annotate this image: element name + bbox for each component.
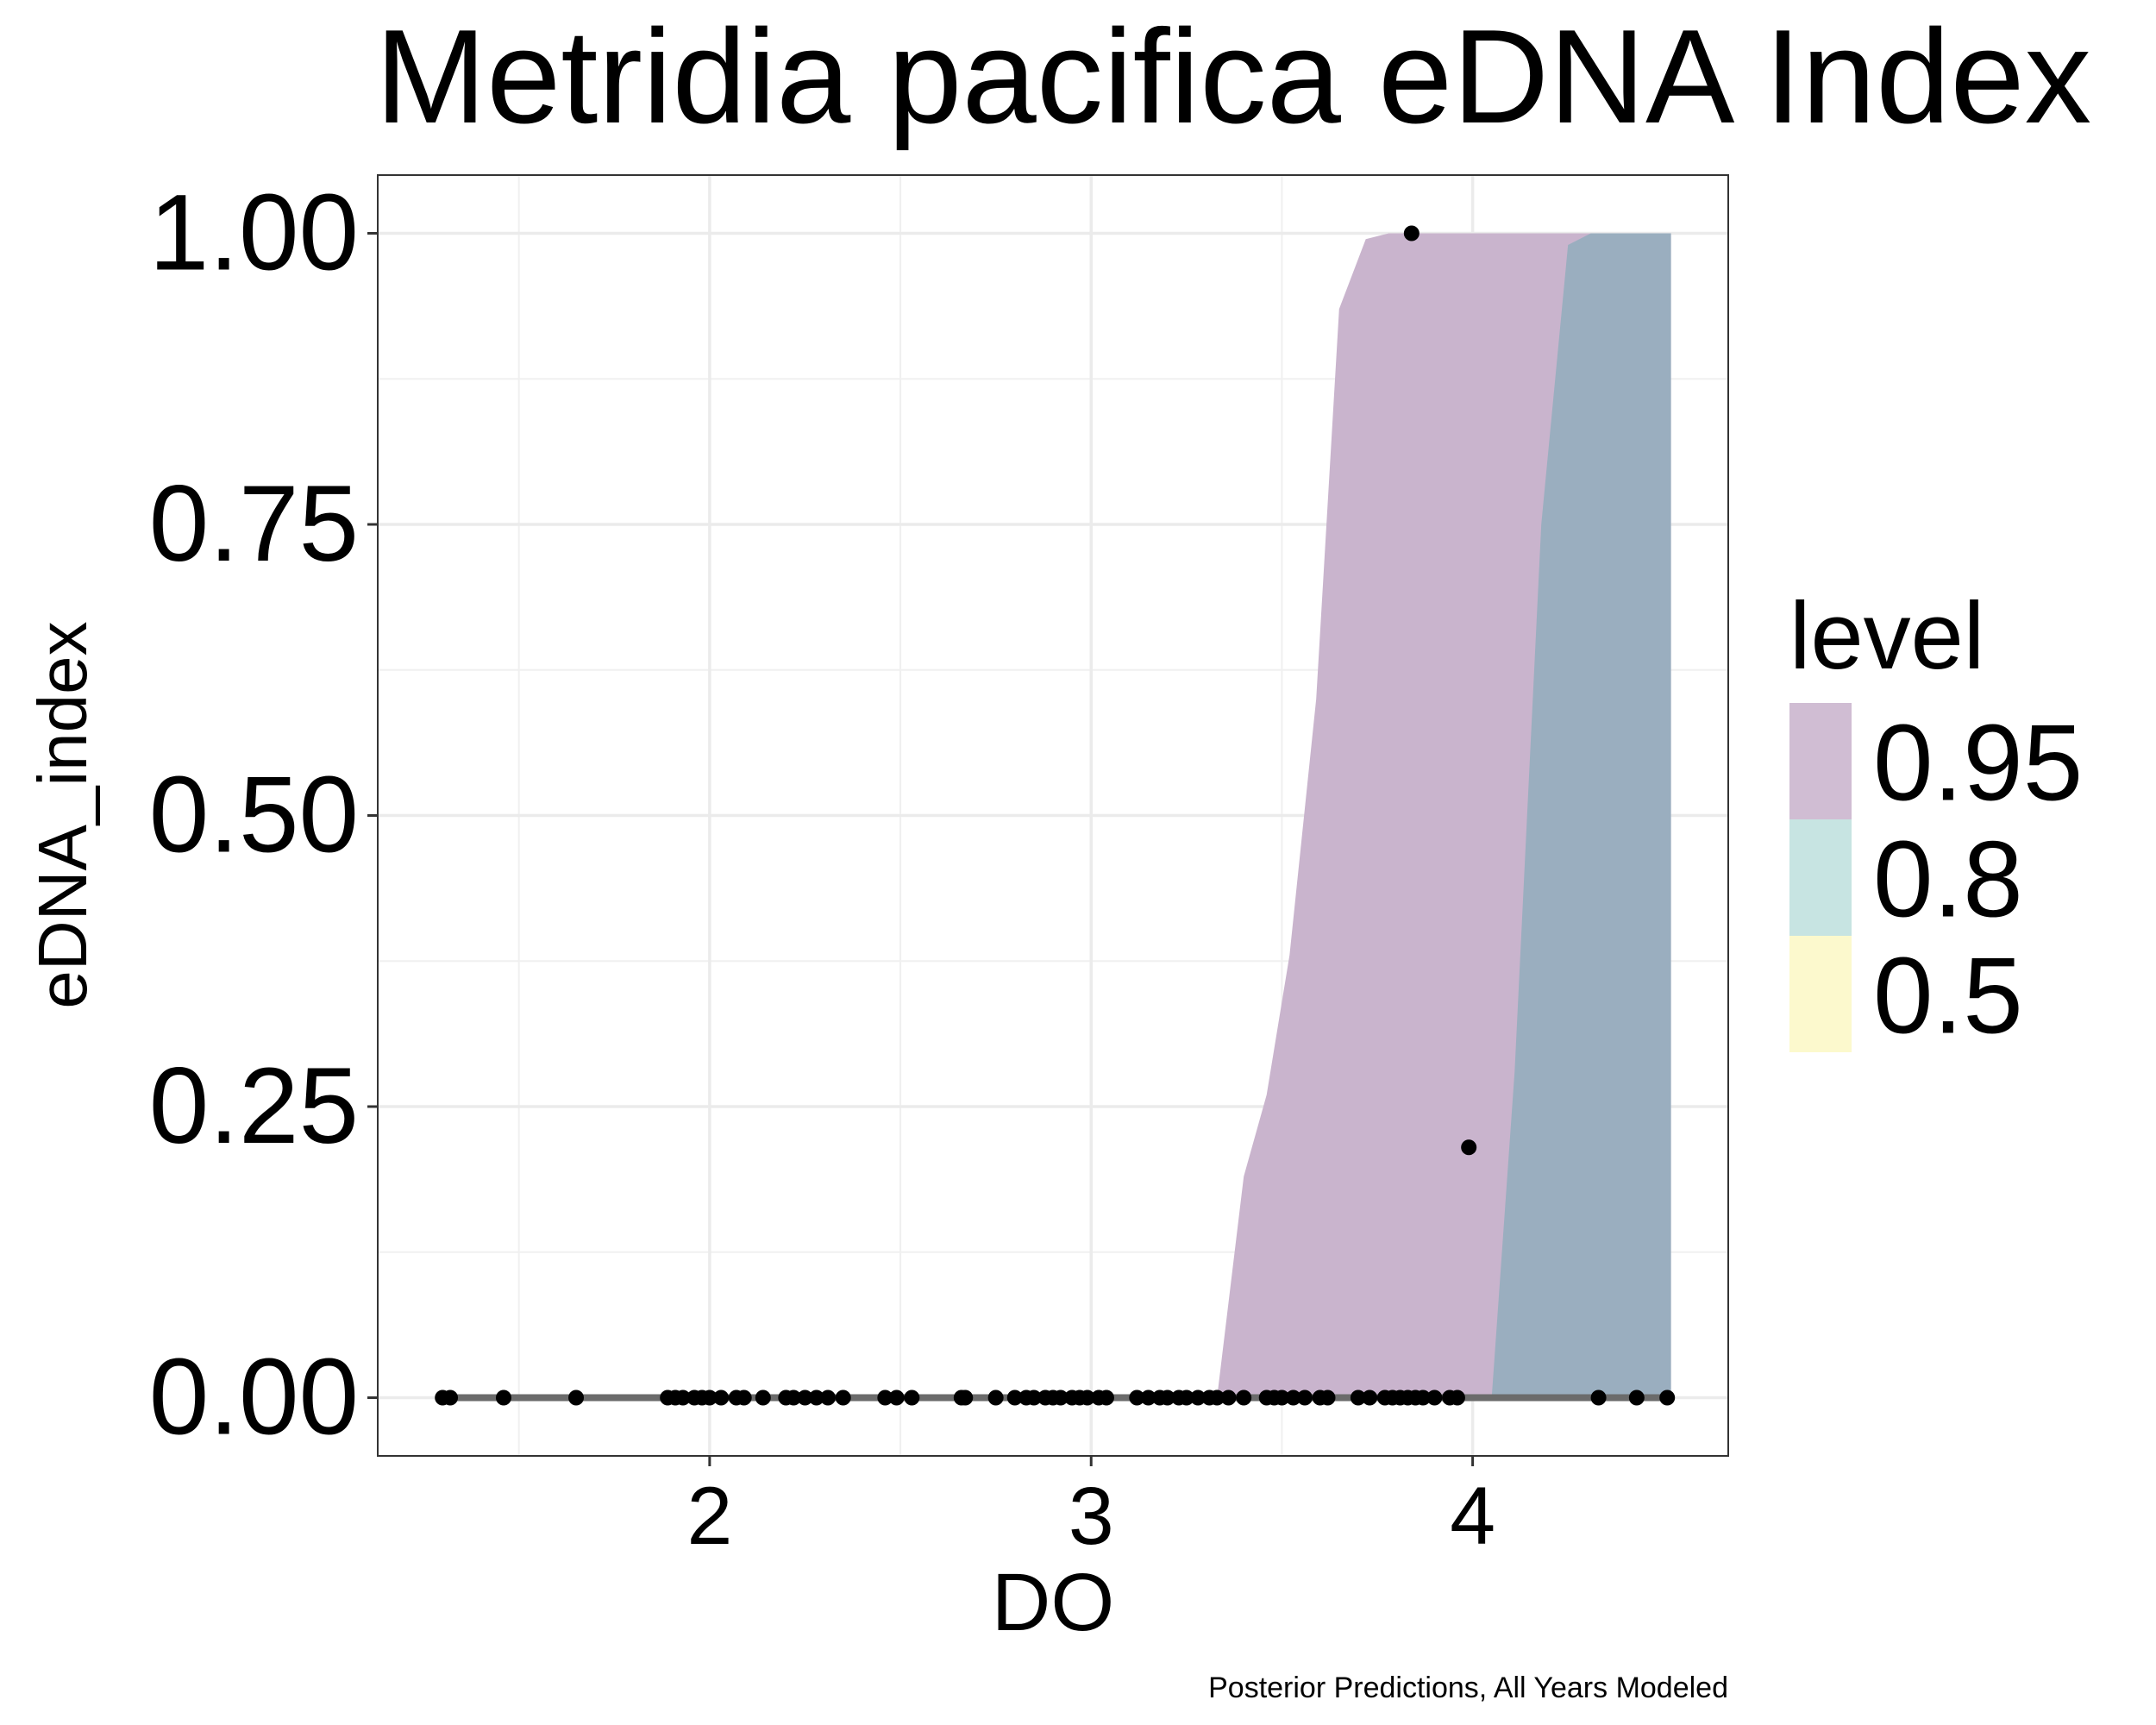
data-point [1590,1389,1607,1406]
data-point [1461,1139,1477,1156]
x-tick-label: 4 [1450,1471,1495,1562]
data-point [1098,1389,1114,1406]
data-point [1159,1389,1175,1406]
y-tick-label: 1.00 [149,173,359,293]
data-point [701,1389,718,1406]
data-point [736,1389,752,1406]
data-point [1129,1389,1145,1406]
data-point [1190,1389,1206,1406]
data-point [820,1389,836,1406]
x-axis: 2 3 4 [686,1456,1495,1562]
data-point [1006,1389,1023,1406]
data-point [1449,1389,1465,1406]
data-point [713,1389,730,1406]
data-point [1209,1389,1225,1406]
data-point [1079,1389,1095,1406]
data-point [1319,1389,1336,1406]
data-point [442,1389,459,1406]
data-point [1025,1389,1042,1406]
data-point [1415,1389,1432,1406]
data-point [674,1389,691,1406]
data-point [1052,1389,1069,1406]
credible-bands [1217,233,1671,1398]
data-point [1403,225,1420,242]
data-point [1426,1389,1443,1406]
data-point [888,1389,905,1406]
x-axis-label: DO [992,1557,1115,1648]
data-point [786,1389,802,1406]
data-point [1178,1389,1194,1406]
y-axis: 0.00 0.25 0.50 0.75 1.00 [149,173,378,1458]
x-tick-label: 2 [686,1471,732,1562]
y-tick-label: 0.50 [149,756,359,875]
data-point [957,1389,974,1406]
data-point [904,1389,920,1406]
legend-key-0.95 [1789,703,1852,819]
data-point [568,1389,585,1406]
data-points [435,225,1676,1406]
data-point [755,1389,771,1406]
legend-key-0.5 [1789,936,1852,1052]
data-point [1362,1389,1378,1406]
y-tick-label: 0.75 [149,464,359,584]
data-point [1236,1389,1252,1406]
data-point [835,1389,851,1406]
data-point [1659,1389,1676,1406]
legend-label: 0.95 [1873,704,2083,824]
legend-label: 0.8 [1873,820,2023,940]
data-point [1296,1389,1313,1406]
legend: 0.950.80.5 [1789,703,2083,1057]
data-point [877,1389,893,1406]
legend-title: level [1789,583,1984,689]
data-point [987,1389,1004,1406]
data-point [1220,1389,1237,1406]
band-0.8 [1491,233,1671,1398]
data-point [495,1389,511,1406]
y-tick-label: 0.25 [149,1046,359,1166]
data-point [1628,1389,1645,1406]
data-point [797,1389,813,1406]
x-tick-label: 3 [1069,1471,1114,1562]
data-point [1285,1389,1301,1406]
data-point [808,1389,824,1406]
legend-key-0.8 [1789,819,1852,936]
chart-title: Metridia pacifica eDNA Index [375,2,2091,151]
y-tick-label: 0.00 [149,1338,359,1458]
chart-caption: Posterior Predictions, All Years Modeled [1208,1672,1728,1704]
y-axis-label: eDNA_index [24,621,101,1008]
data-point [1274,1389,1290,1406]
data-point [1140,1389,1156,1406]
data-point [1350,1389,1366,1406]
legend-label: 0.5 [1873,937,2023,1057]
